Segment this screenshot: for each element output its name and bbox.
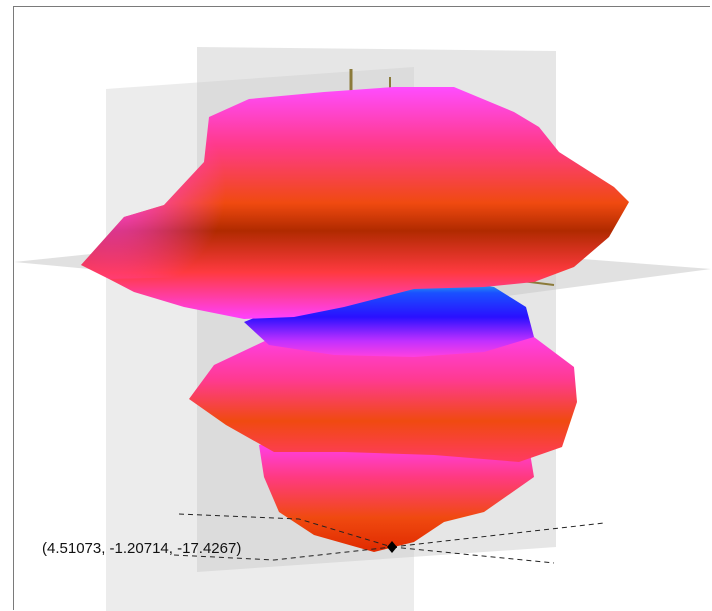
surface-upper-sheen: [81, 99, 274, 279]
surface-lower-tier: [189, 325, 577, 462]
diamond-marker-icon[interactable]: [387, 541, 397, 553]
point-coordinate-readout: (4.51073, -1.20714, -17.4267): [42, 540, 242, 557]
point-pick-indicator: [173, 513, 605, 564]
surface-bottom-tier: [259, 437, 534, 552]
3d-plot-viewport[interactable]: (4.51073, -1.20714, -17.4267): [13, 6, 711, 611]
3d-scene[interactable]: [14, 7, 711, 611]
